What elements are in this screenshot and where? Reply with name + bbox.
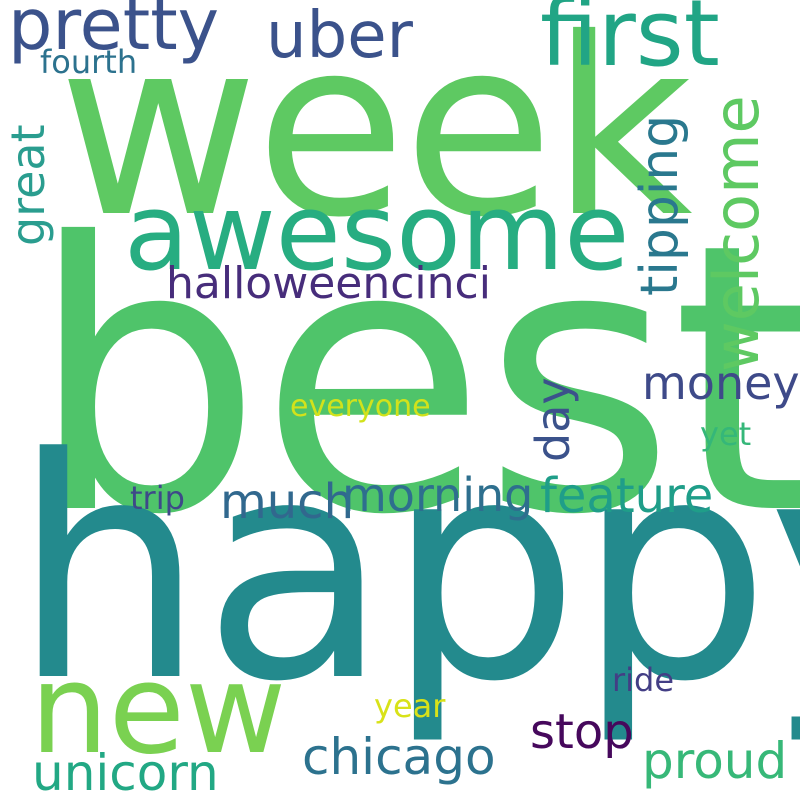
word-first: first xyxy=(540,0,720,87)
word-awesome: awesome xyxy=(124,171,630,294)
word-trip: trip xyxy=(130,479,185,517)
word-day: day xyxy=(526,377,580,462)
word-unicorn: unicorn xyxy=(32,744,219,800)
word-much: much xyxy=(220,474,354,530)
word-pretty: pretty xyxy=(8,0,220,66)
word-best: best xyxy=(28,166,800,596)
word-stop: stop xyxy=(530,704,634,760)
word-tipping: tipping xyxy=(630,114,690,296)
word-morning: morning xyxy=(342,468,534,522)
word-happy: happy xyxy=(12,393,800,748)
word-everyone: everyone xyxy=(290,389,431,424)
word-fourth: fourth xyxy=(40,43,138,81)
word-feature: feature xyxy=(540,468,714,524)
word-halloweencinci: halloweencinci xyxy=(166,258,491,309)
word-uber: uber xyxy=(266,0,413,73)
word-ride: ride xyxy=(612,661,675,699)
word-proud: proud xyxy=(642,732,788,790)
word-chicago: chicago xyxy=(302,728,496,786)
word-great: great xyxy=(1,124,55,246)
word-new: new xyxy=(30,638,287,782)
word-year: year xyxy=(374,687,446,725)
word-money: money xyxy=(642,356,800,410)
word-welcome: welcome xyxy=(700,95,773,372)
word-week: week xyxy=(58,0,693,271)
word-yet: yet xyxy=(700,415,752,453)
